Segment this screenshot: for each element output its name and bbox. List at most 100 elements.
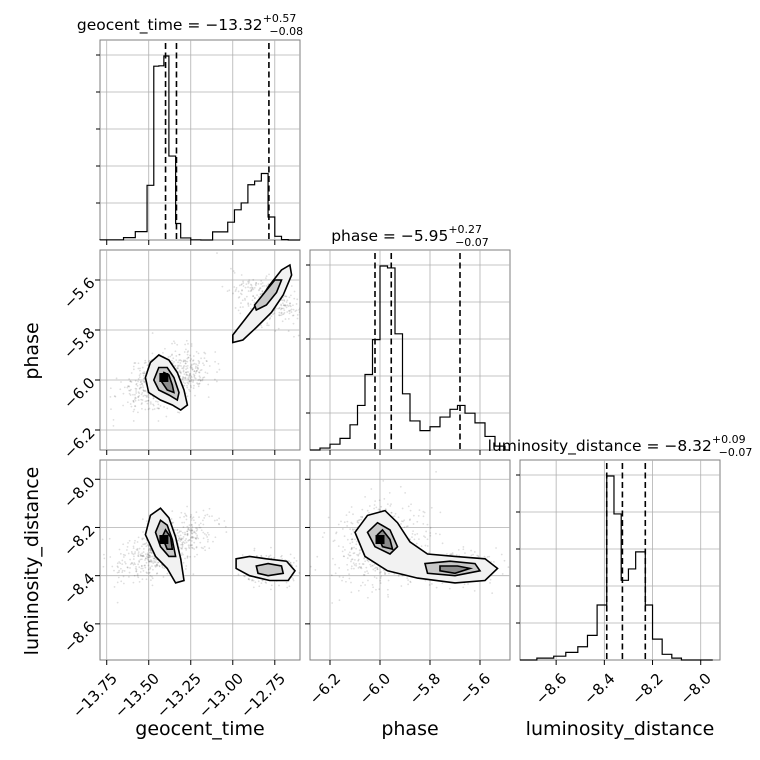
sample-dot-geocent_time-vs-luminosity_distance-0 [122,575,125,578]
sample-dot-geocent_time-vs-phase-1 [281,307,283,310]
y-axis-label-phase: phase [21,322,43,379]
sample-dot-geocent_time-vs-luminosity_distance-0 [207,533,210,536]
sample-dot-geocent_time-vs-luminosity_distance-0 [198,524,201,526]
sample-dot-geocent_time-vs-luminosity_distance-0 [198,516,200,519]
sample-dot-geocent_time-vs-luminosity_distance-0 [132,553,135,556]
sample-dot-phase-vs-luminosity_distance-0 [376,568,379,571]
sample-dot-geocent_time-vs-luminosity_distance-0 [134,567,137,570]
sample-dot-geocent_time-vs-phase-0 [192,355,195,357]
sample-dot-geocent_time-vs-luminosity_distance-0 [151,560,153,563]
sample-dot-geocent_time-vs-phase-0 [173,361,175,363]
sample-dot-geocent_time-vs-phase-1 [293,290,296,293]
sample-dot-geocent_time-vs-phase-0 [144,389,147,392]
sample-dot-geocent_time-vs-luminosity_distance-0 [196,528,199,531]
sample-dot-geocent_time-vs-luminosity_distance-0 [137,536,140,539]
sample-dot-geocent_time-vs-luminosity_distance-0 [187,527,190,530]
sample-dot-geocent_time-vs-luminosity_distance-0 [146,558,149,560]
sample-dot-geocent_time-vs-luminosity_distance-0 [177,535,180,538]
sample-dot-geocent_time-vs-phase-0 [139,381,142,384]
sample-dot-geocent_time-vs-phase-1 [245,283,248,286]
sample-dot-geocent_time-vs-phase-1 [296,313,299,316]
sample-dot-geocent_time-vs-luminosity_distance-1 [243,575,245,577]
sample-dot-geocent_time-vs-luminosity_distance-0 [133,574,136,577]
sample-dot-geocent_time-vs-phase-0 [207,396,210,399]
sample-dot-geocent_time-vs-phase-0 [137,367,140,370]
sample-dot-phase-vs-luminosity_distance-0 [366,509,369,512]
sample-dot-phase-vs-luminosity_distance-0 [348,511,351,514]
sample-dot-geocent_time-vs-luminosity_distance-0 [108,537,111,540]
sample-dot-geocent_time-vs-luminosity_distance-1 [307,559,309,561]
sample-dot-geocent_time-vs-phase-0 [198,371,201,374]
sample-dot-geocent_time-vs-luminosity_distance-0 [136,547,139,550]
sample-dot-phase-vs-luminosity_distance-1 [463,583,466,586]
sample-dot-geocent_time-vs-phase-0 [183,384,186,387]
sample-dot-geocent_time-vs-phase-0 [114,395,117,398]
sample-dot-geocent_time-vs-luminosity_distance-0 [216,519,218,521]
sample-dot-geocent_time-vs-phase-0 [142,372,145,375]
sample-dot-geocent_time-vs-luminosity_distance-0 [156,561,159,564]
sample-dot-geocent_time-vs-phase-1 [305,308,307,310]
sample-dot-geocent_time-vs-luminosity_distance-0 [153,557,156,560]
sample-dot-geocent_time-vs-phase-0 [134,379,137,382]
sample-dot-geocent_time-vs-luminosity_distance-0 [172,521,175,524]
sample-dot-geocent_time-vs-luminosity_distance-0 [146,544,149,546]
sample-dot-phase-vs-luminosity_distance-1 [486,556,489,558]
sample-dot-geocent_time-vs-luminosity_distance-0 [119,552,122,555]
sample-dot-phase-vs-luminosity_distance-0 [363,574,366,576]
sample-dot-geocent_time-vs-luminosity_distance-0 [202,509,205,512]
sample-dot-phase-vs-luminosity_distance-0 [397,516,400,519]
sample-dot-geocent_time-vs-phase-0 [129,380,132,383]
sample-dot-geocent_time-vs-luminosity_distance-0 [116,565,119,568]
sample-dot-geocent_time-vs-phase-0 [203,357,206,360]
sample-dot-geocent_time-vs-luminosity_distance-0 [101,538,104,541]
sample-dot-geocent_time-vs-phase-0 [141,391,144,394]
phase-title-prefix: phase = [331,227,401,245]
sample-dot-geocent_time-vs-phase-0 [147,393,150,396]
sample-dot-geocent_time-vs-phase-0 [128,385,131,388]
sample-dot-geocent_time-vs-luminosity_distance-0 [154,561,157,563]
sample-dot-phase-vs-luminosity_distance-0 [350,506,353,508]
sample-dot-geocent_time-vs-phase-0 [138,392,141,395]
sample-dot-geocent_time-vs-luminosity_distance-0 [186,530,189,533]
sample-dot-geocent_time-vs-luminosity_distance-0 [148,571,151,574]
sample-dot-phase-vs-luminosity_distance-0 [351,538,353,541]
sample-dot-geocent_time-vs-luminosity_distance-0 [149,547,151,550]
sample-dot-geocent_time-vs-phase-0 [197,359,200,362]
sample-dot-geocent_time-vs-luminosity_distance-0 [190,532,193,535]
sample-dot-phase-vs-luminosity_distance-0 [348,577,351,580]
sample-dot-geocent_time-vs-luminosity_distance-0 [148,556,150,559]
sample-dot-geocent_time-vs-luminosity_distance-0 [136,541,139,543]
sample-dot-geocent_time-vs-luminosity_distance-0 [184,531,186,534]
sample-dot-geocent_time-vs-luminosity_distance-0 [126,545,129,548]
sample-dot-geocent_time-vs-phase-1 [287,317,290,320]
sample-dot-geocent_time-vs-luminosity_distance-0 [189,516,192,519]
sample-dot-geocent_time-vs-luminosity_distance-0 [140,555,143,557]
sample-dot-geocent_time-vs-luminosity_distance-0 [177,539,180,541]
sample-dot-geocent_time-vs-luminosity_distance-0 [194,537,197,539]
sample-dot-geocent_time-vs-luminosity_distance-0 [194,521,197,524]
sample-dot-geocent_time-vs-luminosity_distance-0 [182,536,185,538]
sample-dot-geocent_time-vs-luminosity_distance-0 [148,560,151,563]
sample-dot-phase-vs-luminosity_distance-0 [402,520,405,523]
sample-dot-geocent_time-vs-luminosity_distance-0 [181,541,184,544]
sample-dot-phase-vs-luminosity_distance-1 [441,582,444,585]
sample-dot-geocent_time-vs-luminosity_distance-0 [186,505,189,508]
sample-dot-geocent_time-vs-phase-0 [194,372,197,375]
sample-dot-geocent_time-vs-phase-0 [135,390,137,392]
sample-dot-geocent_time-vs-luminosity_distance-0 [184,533,187,536]
sample-dot-geocent_time-vs-luminosity_distance-0 [184,539,187,542]
sample-dot-geocent_time-vs-phase-0 [195,350,198,353]
pair-geocent_time-vs-luminosity_distance-xtick-label-4: −12.75 [237,670,289,722]
sample-dot-geocent_time-vs-luminosity_distance-0 [187,544,190,547]
sample-dot-geocent_time-vs-luminosity_distance-0 [196,527,199,530]
sample-dot-geocent_time-vs-luminosity_distance-1 [270,546,272,549]
sample-dot-geocent_time-vs-phase-0 [188,374,191,377]
sample-dot-phase-vs-luminosity_distance-0 [359,566,362,569]
sample-dot-phase-vs-luminosity_distance-0 [366,559,369,562]
phase-title-median: −5.95 [401,227,449,245]
sample-dot-geocent_time-vs-luminosity_distance-0 [103,557,106,560]
sample-dot-geocent_time-vs-phase-1 [249,290,252,293]
sample-dot-geocent_time-vs-luminosity_distance-0 [183,515,185,518]
sample-dot-geocent_time-vs-luminosity_distance-1 [288,560,291,563]
sample-dot-geocent_time-vs-phase-1 [266,322,269,325]
